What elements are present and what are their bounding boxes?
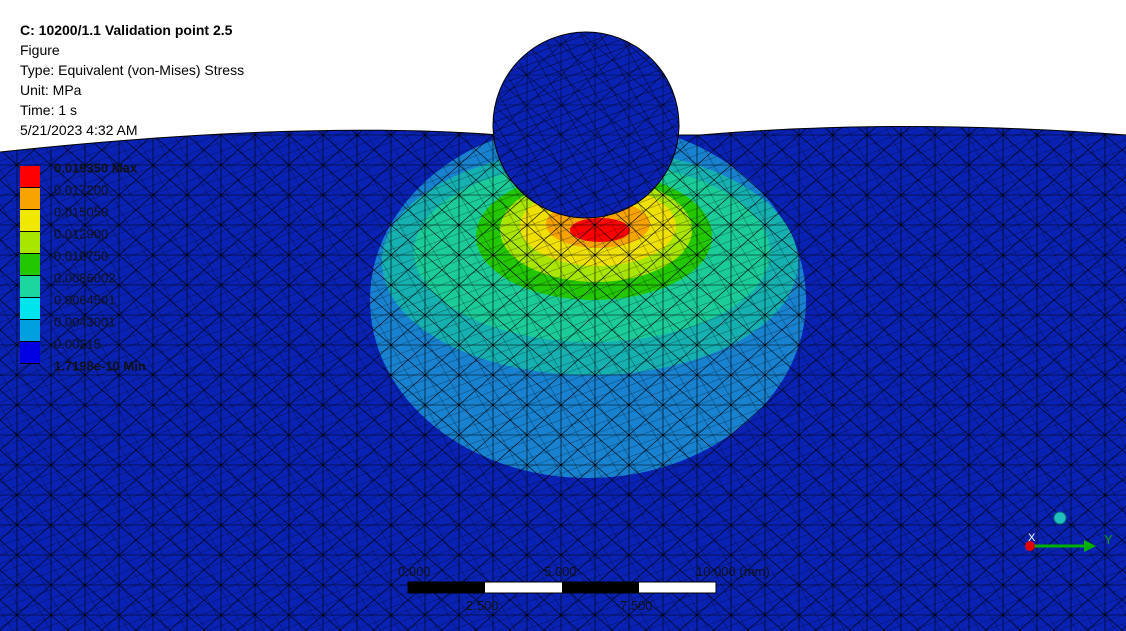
triad-graphic [1025, 511, 1096, 552]
scale-label-7-5: 7.500 [620, 598, 653, 613]
result-time: Time: 1 s [20, 102, 78, 118]
legend-level-label: 0.010750 [54, 248, 109, 264]
legend-level-label: 0.017200 [54, 182, 109, 198]
x-axis-marker [1025, 541, 1035, 551]
legend-level-label: 0.0086002 [54, 270, 116, 286]
legend-swatch [20, 320, 40, 342]
legend-level-label: 0.012900 [54, 226, 109, 242]
legend-level-label: 0.0043001 [54, 314, 116, 330]
legend-swatch [20, 276, 40, 298]
result-type: Type: Equivalent (von-Mises) Stress [20, 62, 245, 78]
scale-label-10: 10.000 (mm) [696, 564, 770, 579]
legend-swatch [20, 342, 40, 364]
indenter-sphere [492, 31, 680, 219]
y-axis-label: Y [1104, 532, 1113, 547]
scale-label-5: 5.000 [544, 564, 577, 579]
legend-min-label: 1.7198e-10 Min [54, 358, 146, 374]
scale-label-2-5: 2.500 [466, 598, 499, 613]
legend-color-bar [20, 166, 40, 364]
z-axis-ball [1053, 511, 1067, 525]
scale-bar-graphic [407, 581, 717, 594]
legend-level-label: 0.0064501 [54, 292, 116, 308]
scale-bar: 0.000 5.000 10.000 (mm) 2.500 7.500 [380, 562, 770, 622]
result-date: 5/21/2023 4:32 AM [20, 122, 138, 138]
legend-max-label: 0.019350 Max [54, 160, 138, 176]
legend-level-label: 0.015050 [54, 204, 109, 220]
legend-swatch [20, 254, 40, 276]
coordinate-triad[interactable]: Y X [1000, 500, 1126, 570]
y-axis-arrowhead [1084, 540, 1096, 552]
legend-swatch [20, 232, 40, 254]
legend-swatch [20, 298, 40, 320]
result-info: C: 10200/1.1 Validation point 2.5 Figure… [20, 20, 244, 140]
legend-swatch [20, 210, 40, 232]
legend-swatch [20, 166, 40, 188]
legend-swatch [20, 188, 40, 210]
result-title: C: 10200/1.1 Validation point 2.5 [20, 22, 233, 38]
legend-level-label: 0.00215 [54, 336, 101, 352]
figure-label: Figure [20, 42, 60, 58]
x-axis-label: X [1028, 532, 1036, 544]
scale-label-0: 0.000 [398, 564, 431, 579]
result-unit: Unit: MPa [20, 82, 82, 98]
